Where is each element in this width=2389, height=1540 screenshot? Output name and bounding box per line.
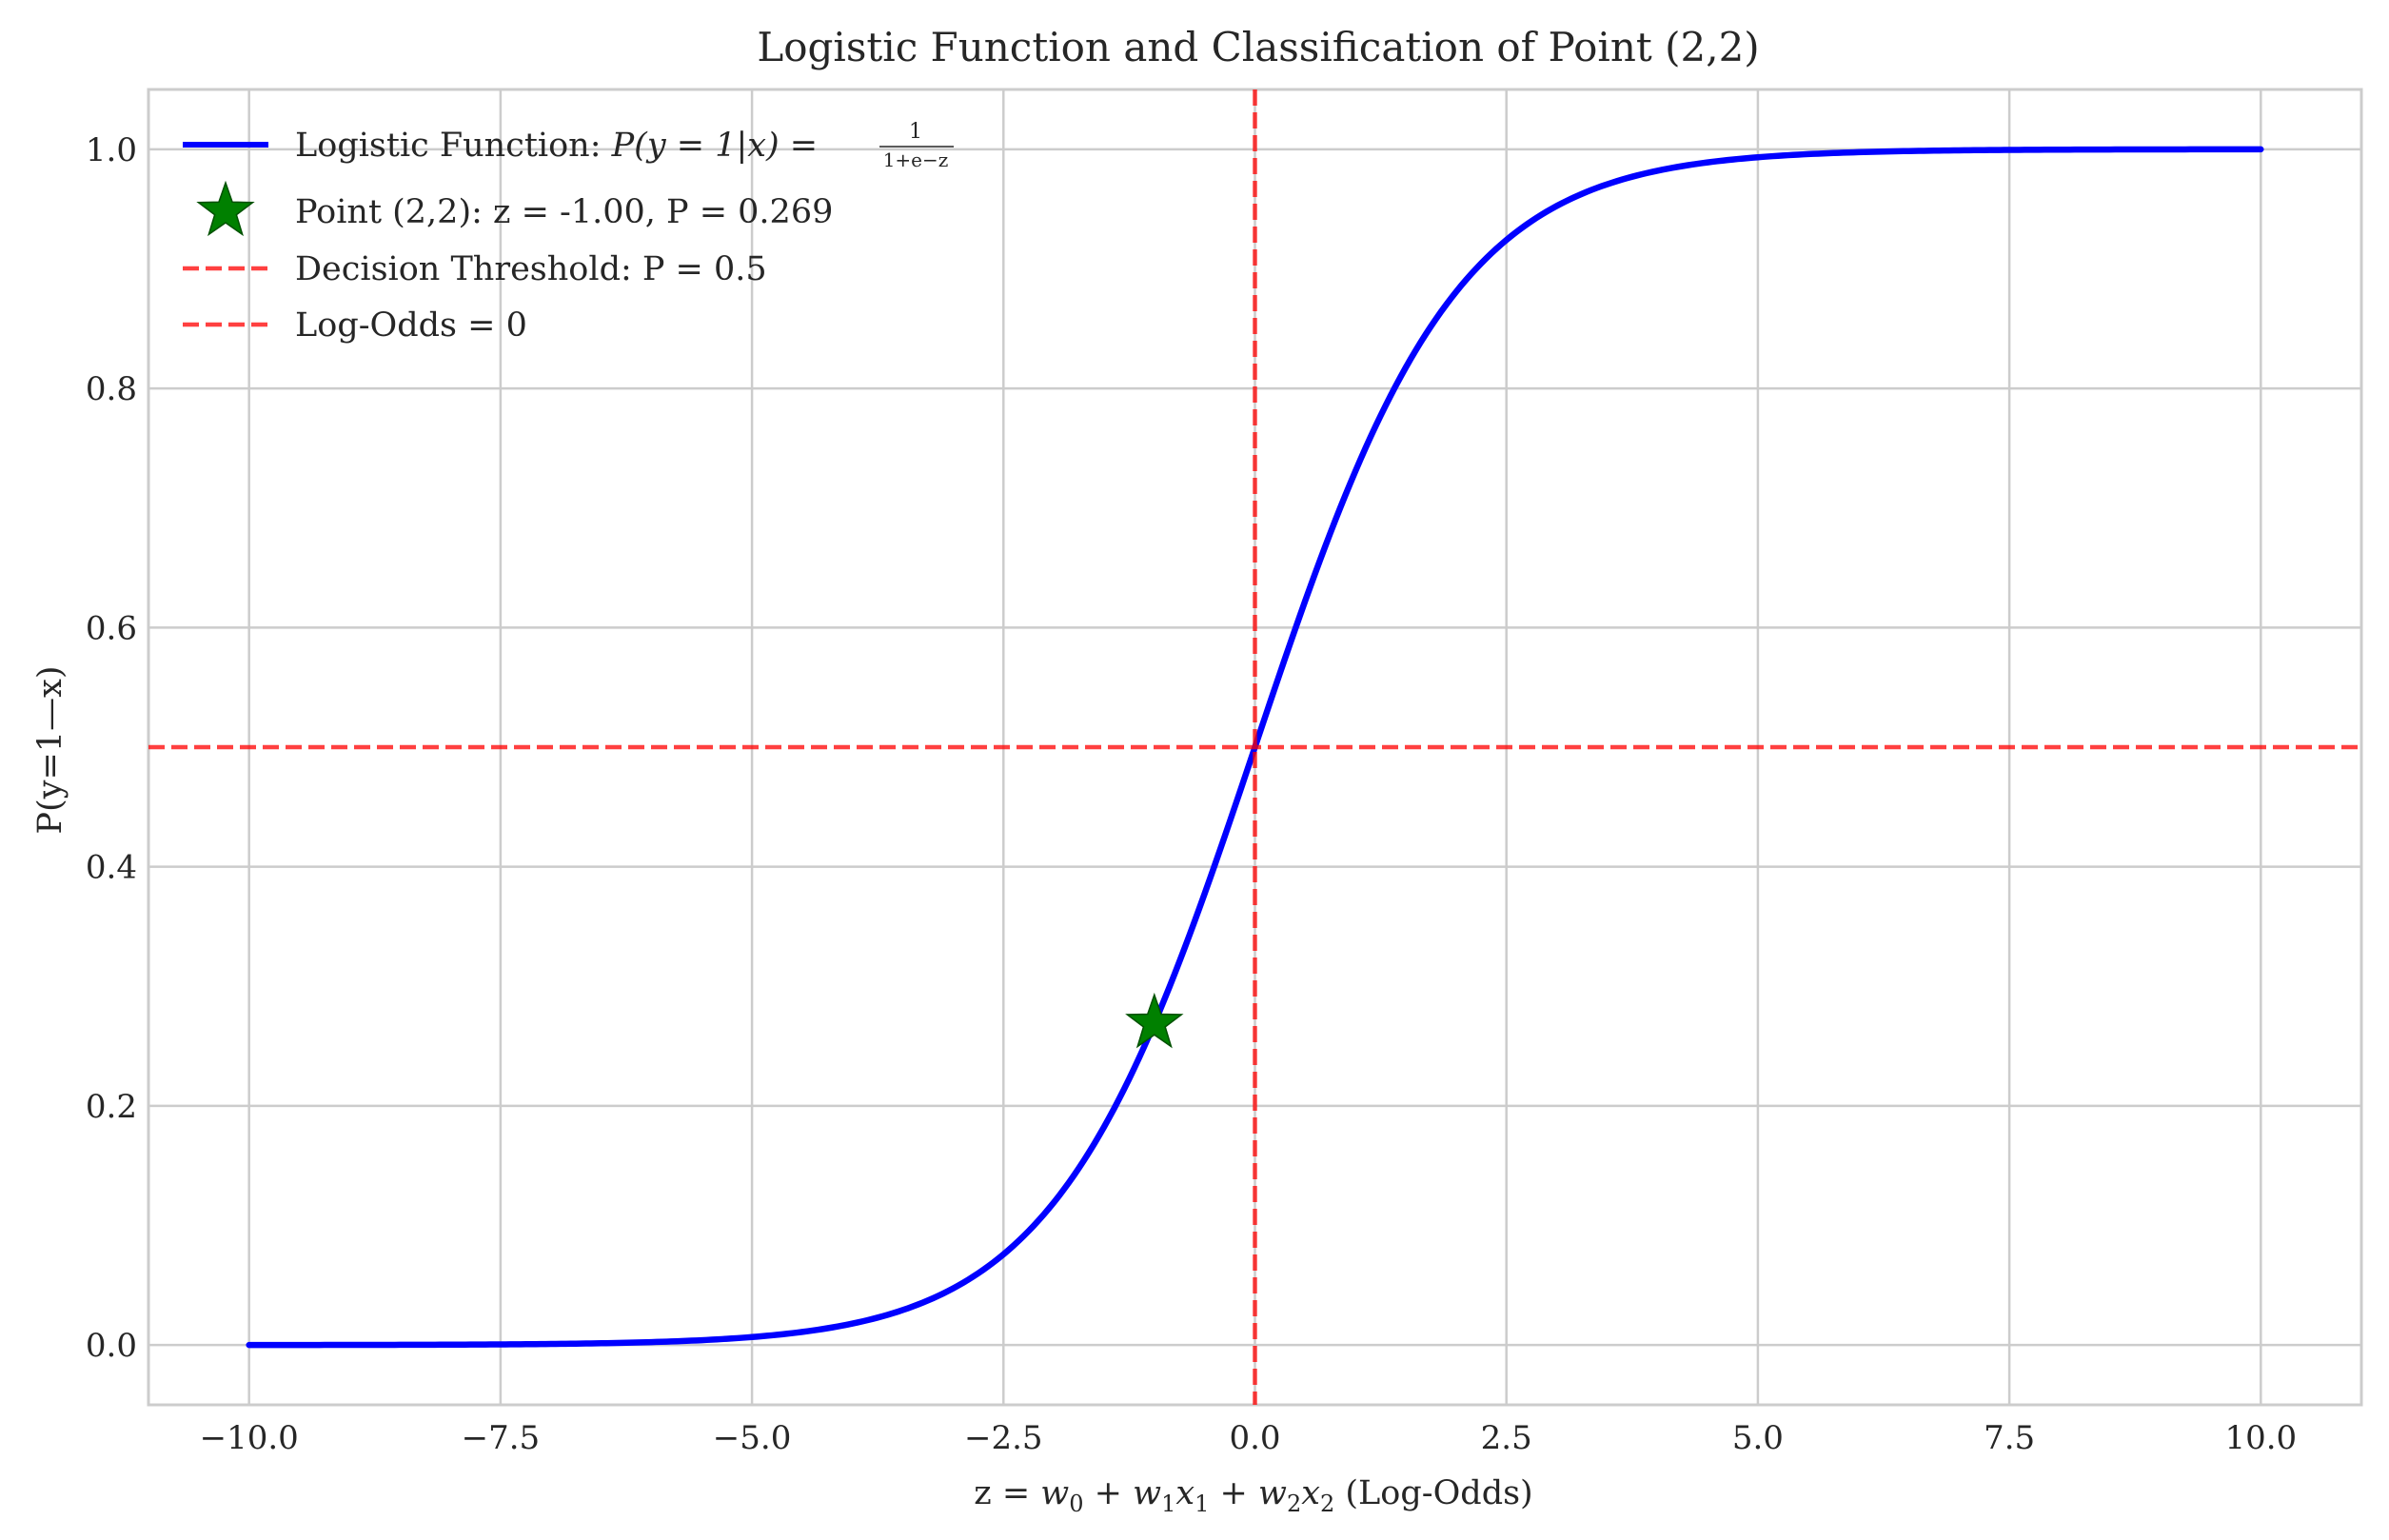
y-tick-label: 0.2 [86, 1088, 137, 1126]
x-tick-label: 0.0 [1229, 1419, 1280, 1457]
y-tick-label: 0.8 [86, 370, 137, 408]
x-tick-label: −7.5 [462, 1419, 541, 1457]
point-2-2-star-marker [1125, 992, 1184, 1049]
chart-title: Logistic Function and Classification of … [757, 24, 1759, 70]
y-tick-label: 0.0 [86, 1327, 137, 1365]
x-axis-label-suffix: (Log-Odds) [1334, 1474, 1532, 1512]
x-tick-label: 7.5 [1984, 1419, 2035, 1457]
legend-logistic-prefix: Logistic Function: [295, 127, 612, 165]
x-tick-label: −10.0 [200, 1419, 299, 1457]
y-tick-label: 1.0 [86, 131, 137, 169]
y-tick-label: 0.6 [86, 609, 137, 647]
legend-star-marker [196, 180, 255, 237]
x-axis-label: z = w0 + w1x1 + w2x2 (Log-Odds) [974, 1474, 1532, 1517]
legend-point-label: Point (2,2): z = -1.00, P = 0.269 [295, 193, 833, 231]
legend-star-shape [196, 180, 255, 237]
x-tick-label: 2.5 [1481, 1419, 1532, 1457]
x-tick-label: −2.5 [964, 1419, 1043, 1457]
x-tick-label: 10.0 [2224, 1419, 2297, 1457]
y-axis-label: P(y=1—x) [31, 666, 69, 835]
x-axis-label-prefix: z = [974, 1474, 1040, 1512]
legend-formula-denominator: 1+e−z [883, 148, 949, 171]
legend-threshold-label: Decision Threshold: P = 0.5 [295, 250, 767, 288]
y-tick-label: 0.4 [86, 849, 137, 887]
x-axis-label-w0: w [1040, 1474, 1069, 1512]
x-tick-label: 5.0 [1732, 1419, 1784, 1457]
legend-logodds-label: Log-Odds = 0 [295, 306, 527, 345]
legend-logistic-formula: P(y = 1|x) = [611, 127, 818, 165]
plot-area: −10.0 −7.5 −5.0 −2.5 0.0 2.5 5.0 7.5 10.0 0.0 0.2 0… [86, 88, 2363, 1457]
x-axis-label-sub0: 0 [1069, 1491, 1083, 1517]
legend: Logistic Function: P(y = 1|x) = 1 1+e−z … [183, 120, 954, 345]
legend-formula-numerator: 1 [909, 120, 922, 144]
x-tick-label: −5.0 [713, 1419, 792, 1457]
legend-logistic-label: Logistic Function: P(y = 1|x) = [295, 127, 818, 165]
